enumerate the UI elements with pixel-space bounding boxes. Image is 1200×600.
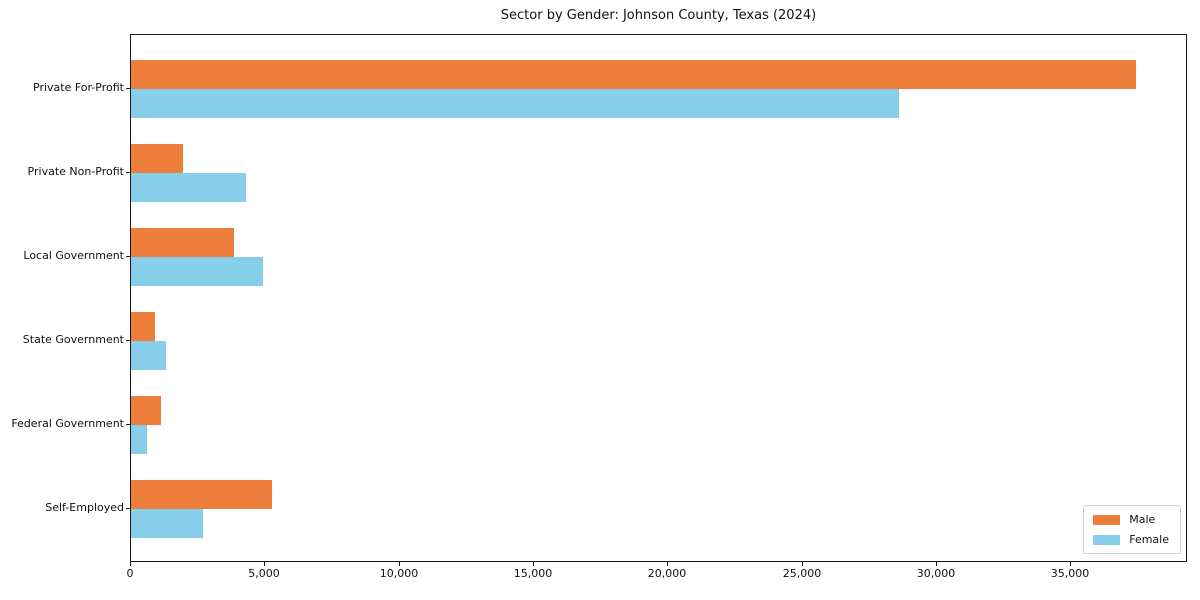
x-tick-label-25-000: 25,000	[782, 567, 822, 580]
x-tick-mark	[533, 562, 534, 566]
y-tick-mark	[126, 340, 130, 341]
bar-male-federal-government	[131, 396, 161, 425]
bar-female-federal-government	[131, 425, 147, 454]
bar-female-private-non-profit	[131, 173, 246, 202]
y-tick-label-federal-government: Federal Government	[11, 417, 124, 430]
x-tick-label-5-000: 5,000	[248, 567, 280, 580]
y-tick-label-private-non-profit: Private Non-Profit	[27, 165, 124, 178]
y-tick-label-self-employed: Self-Employed	[45, 501, 124, 514]
bar-male-private-for-profit	[131, 60, 1136, 89]
bar-male-private-non-profit	[131, 144, 183, 173]
legend-swatch-male	[1093, 514, 1121, 525]
bar-female-state-government	[131, 341, 166, 370]
y-tick-mark	[126, 424, 130, 425]
bar-female-self-employed	[131, 509, 203, 538]
x-tick-mark	[1070, 562, 1071, 566]
x-tick-label-0: 0	[126, 567, 134, 580]
legend-swatch-female	[1093, 534, 1121, 545]
legend-entry-female: Female	[1093, 533, 1169, 546]
plot-area: Male Female	[130, 34, 1187, 562]
y-tick-label-local-government: Local Government	[23, 249, 124, 262]
x-tick-label-20-000: 20,000	[647, 567, 687, 580]
y-tick-mark	[126, 508, 130, 509]
bar-male-local-government	[131, 228, 234, 257]
legend: Male Female	[1083, 505, 1181, 554]
y-tick-label-private-for-profit: Private For-Profit	[33, 81, 124, 94]
x-tick-mark	[936, 562, 937, 566]
bar-female-private-for-profit	[131, 89, 899, 118]
bar-female-local-government	[131, 257, 263, 286]
y-tick-label-state-government: State Government	[22, 333, 124, 346]
x-tick-mark	[130, 562, 131, 566]
bar-male-self-employed	[131, 480, 272, 509]
x-tick-label-10-000: 10,000	[379, 567, 419, 580]
bar-male-state-government	[131, 312, 155, 341]
y-tick-mark	[126, 256, 130, 257]
x-tick-label-35-000: 35,000	[1050, 567, 1090, 580]
legend-label-female: Female	[1129, 533, 1169, 546]
legend-label-male: Male	[1129, 513, 1156, 526]
chart-title: Sector by Gender: Johnson County, Texas …	[500, 8, 817, 23]
x-tick-mark	[667, 562, 668, 566]
y-tick-mark	[126, 88, 130, 89]
x-tick-label-15-000: 15,000	[513, 567, 553, 580]
x-tick-mark	[264, 562, 265, 566]
x-tick-label-30-000: 30,000	[916, 567, 956, 580]
y-tick-mark	[126, 172, 130, 173]
legend-entry-male: Male	[1093, 513, 1169, 526]
x-tick-mark	[399, 562, 400, 566]
x-tick-mark	[802, 562, 803, 566]
